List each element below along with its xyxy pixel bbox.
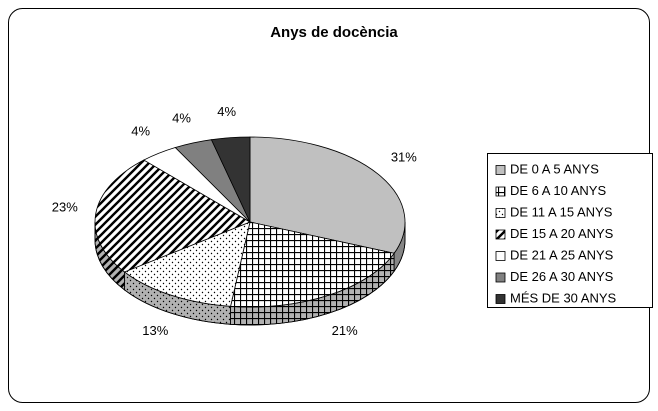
legend-swatch xyxy=(495,165,506,175)
slice-top xyxy=(123,221,251,307)
legend-swatch xyxy=(495,294,506,304)
slice-top xyxy=(94,159,251,273)
data-label: 31% xyxy=(391,150,417,165)
data-label: 4% xyxy=(217,104,236,119)
legend-label: DE 26 A 30 ANYS xyxy=(510,269,614,284)
legend-label: DE 6 A 10 ANYS xyxy=(510,183,606,198)
slice-top xyxy=(210,136,251,223)
legend-label: DE 15 A 20 ANYS xyxy=(510,226,614,241)
slice-top xyxy=(249,136,406,254)
legend-label: DE 0 A 5 ANYS xyxy=(510,161,599,176)
data-label: 4% xyxy=(131,123,150,138)
legend-swatch xyxy=(495,251,506,261)
data-label: 4% xyxy=(172,111,191,126)
legend-label: DE 21 A 25 ANYS xyxy=(510,247,614,262)
legend-swatch xyxy=(495,186,506,197)
legend-swatch xyxy=(495,229,506,240)
slice xyxy=(123,221,251,325)
slice xyxy=(94,159,251,291)
legend-box xyxy=(487,153,653,308)
legend-swatch xyxy=(495,272,506,283)
data-label: 21% xyxy=(332,323,358,338)
data-label: 13% xyxy=(142,323,168,338)
slice xyxy=(210,136,251,223)
legend-label: DE 11 A 15 ANYS xyxy=(510,204,613,219)
legend-swatch xyxy=(495,208,506,218)
chart-title: Anys de docència xyxy=(270,24,398,41)
data-label: 23% xyxy=(52,199,78,214)
legend-label: MÉS DE 30 ANYS xyxy=(510,290,617,305)
slice-top xyxy=(230,221,395,308)
